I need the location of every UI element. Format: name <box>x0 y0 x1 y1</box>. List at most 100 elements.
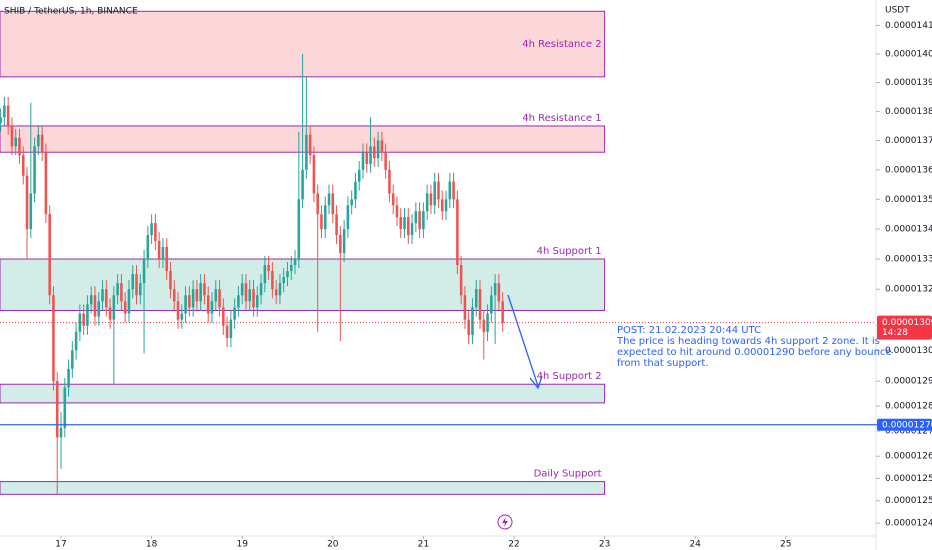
candle-body <box>327 193 331 206</box>
candle-body <box>305 134 308 170</box>
candle-body <box>267 265 270 272</box>
candle-body <box>278 283 282 296</box>
candle-body <box>21 155 25 176</box>
candle-body <box>154 223 157 242</box>
annotation-line: expected to hit around 0.00001290 before… <box>617 347 892 358</box>
candle-body <box>48 214 51 296</box>
last-price-badge <box>877 315 932 340</box>
candle-body <box>150 223 153 236</box>
x-tick-label: 20 <box>327 540 339 550</box>
candle-body <box>399 217 403 230</box>
candle-body <box>286 271 289 278</box>
candle-body <box>89 295 93 305</box>
zone <box>0 481 606 495</box>
candle-body <box>233 307 236 320</box>
zone <box>0 383 606 404</box>
candle-body <box>422 211 425 230</box>
candle-body <box>33 146 36 194</box>
x-tick-label: 22 <box>508 540 519 550</box>
candle-body <box>44 152 48 215</box>
candle-body <box>203 283 206 296</box>
candle-body <box>112 295 116 320</box>
candle-body <box>108 307 112 320</box>
last-price-label: 0.00001309 <box>882 318 932 328</box>
candle-body <box>501 301 504 323</box>
annotation-line: from that support. <box>617 358 709 369</box>
currency: USDT <box>885 6 910 16</box>
zone-label: 4h Resistance 2 <box>522 39 601 50</box>
candle-body <box>59 427 63 438</box>
candle-body <box>169 271 172 290</box>
candle-body <box>78 313 82 332</box>
candle-body <box>135 274 138 296</box>
candle-body <box>459 265 463 296</box>
candle-body <box>210 301 214 314</box>
candle-body <box>229 319 233 338</box>
y-tick-label: 0.00001274 <box>885 427 932 437</box>
zone-label: 4h Support 2 <box>537 371 602 382</box>
candle-body <box>486 313 489 332</box>
candle-body <box>376 140 380 159</box>
x-tick-label: 19 <box>236 540 248 550</box>
candle-body <box>354 181 357 200</box>
candle-body <box>240 283 244 296</box>
candle-body <box>350 199 353 206</box>
x-tick-label: 18 <box>146 540 158 550</box>
y-tick-label: 0.00001259 <box>885 474 932 484</box>
candle-body <box>127 289 131 314</box>
candle-body <box>433 181 436 206</box>
hline-badge <box>877 418 932 431</box>
x-tick-label: 17 <box>55 540 66 550</box>
candle-body <box>342 229 346 254</box>
candle-body <box>467 319 470 335</box>
candle-body <box>225 325 229 338</box>
candle-body <box>82 313 85 326</box>
candle-body <box>339 235 342 254</box>
candle-body <box>176 301 180 320</box>
candle-body <box>256 295 259 308</box>
candle-body <box>425 193 429 212</box>
candle-body <box>206 295 210 314</box>
y-tick-label: 0.00001282 <box>885 402 932 412</box>
candle-body <box>161 247 165 260</box>
candle-body <box>297 199 301 260</box>
candle-body <box>142 259 146 284</box>
annotation-line: The price is heading towards 4h support … <box>616 336 880 347</box>
candle-body <box>478 289 482 320</box>
candle-body <box>474 289 478 308</box>
candle-body <box>172 289 176 302</box>
candle-body <box>191 289 195 308</box>
candle-body <box>214 289 218 302</box>
candle-body <box>271 271 274 290</box>
candle-body <box>3 105 6 118</box>
y-tick-label: 0.00001245 <box>885 519 932 529</box>
candle-body <box>93 295 97 317</box>
candle-body <box>444 199 448 212</box>
candle-body <box>403 217 406 230</box>
candle-body <box>6 105 10 126</box>
hline-label: 0.00001276 <box>882 420 932 430</box>
candle-body <box>29 193 33 230</box>
candle-body <box>282 277 286 284</box>
candle-body <box>346 205 350 230</box>
candle-body <box>448 181 452 200</box>
candle-body <box>105 289 108 308</box>
candle-body <box>335 214 338 236</box>
candle-body <box>293 259 297 266</box>
candle-body <box>97 301 101 317</box>
candle-body <box>222 307 225 326</box>
candle-body <box>244 283 248 302</box>
candle-body <box>248 289 252 302</box>
candle-body <box>37 134 40 147</box>
annotation-line: POST: 21.02.2023 20:44 UTC <box>617 325 761 336</box>
candle-body <box>157 241 161 260</box>
candle-body <box>67 368 70 388</box>
candle-body <box>391 193 395 206</box>
candle-body <box>414 211 418 224</box>
candle-body <box>259 283 263 296</box>
candle-body <box>101 289 104 302</box>
